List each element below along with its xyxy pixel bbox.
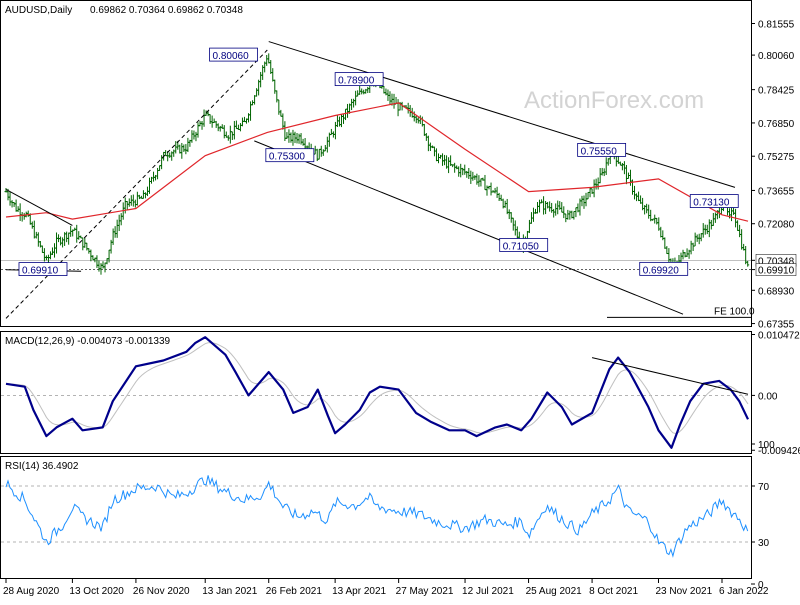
rsi-y-tick-label: 100 <box>758 440 775 451</box>
watermark: ActionForex.com <box>524 87 704 114</box>
price-tag-box <box>755 263 797 276</box>
price-annotation: 0.69920 <box>639 261 689 276</box>
rsi-y-tick-label: 30 <box>758 538 770 549</box>
x-tick-label: 6 Jan 2022 <box>719 586 769 597</box>
annotation-box <box>689 194 739 208</box>
trendline-early-down <box>5 189 73 226</box>
macd-signal-line <box>5 342 749 435</box>
rsi-y-tick-label: 0 <box>758 580 764 591</box>
x-tick-label: 13 Apr 2021 <box>332 586 386 597</box>
annotation-box <box>18 262 68 276</box>
rsi-y-tick-label: 70 <box>758 482 770 493</box>
price-panel <box>0 0 752 327</box>
x-tick-label: 23 Nov 2021 <box>655 586 712 597</box>
moving-average-line <box>5 102 749 222</box>
price-y-tick-label: 0.67355 <box>758 320 795 331</box>
x-tick-label: 13 Jan 2021 <box>202 586 257 597</box>
annotation-label: 0.75300 <box>269 152 306 163</box>
price-y-tick-label: 0.80060 <box>758 51 795 62</box>
annotation-box <box>577 142 627 157</box>
x-tick-label: 13 Oct 2020 <box>69 586 124 597</box>
x-tick-label: 28 Aug 2020 <box>3 586 60 597</box>
x-tick-label: 26 Feb 2021 <box>266 586 323 597</box>
annotation-box <box>639 261 689 276</box>
x-tick-label: 12 Jul 2021 <box>462 586 514 597</box>
macd-title: MACD(12,26,9) -0.004073 -0.001339 <box>5 336 171 347</box>
price-y-tick-label: 0.73655 <box>758 186 795 197</box>
ohlc-label: 0.69862 0.70364 0.69862 0.70348 <box>90 5 243 16</box>
rsi-line <box>5 475 749 558</box>
annotation-box <box>334 72 384 87</box>
price-y-tick-label: 0.76850 <box>758 119 795 130</box>
macd-line <box>5 336 749 449</box>
price-annotation: 0.69910 <box>18 262 68 277</box>
rsi-panel <box>0 456 752 579</box>
rsi-title: RSI(14) 36.4902 <box>5 461 79 472</box>
annotation-label: 0.71050 <box>503 241 540 252</box>
macd-y-tick-label: 0.010472 <box>758 330 800 341</box>
price-y-tick-label: 0.78425 <box>758 86 795 97</box>
price-annotation: 0.75550 <box>577 142 627 157</box>
price-y-tick-label: 0.75275 <box>758 152 795 163</box>
annotation-label: 0.80060 <box>213 51 250 62</box>
x-tick-label: 25 Aug 2021 <box>526 586 583 597</box>
channel-upper-line <box>268 41 736 188</box>
price-bar <box>746 260 750 267</box>
symbol-label: AUDUSD,Daily <box>5 5 72 16</box>
channel-lower-line <box>254 140 684 315</box>
annotation-box <box>265 148 315 163</box>
annotation-label: 0.75550 <box>581 146 618 157</box>
annotation-label: 0.69920 <box>643 265 680 276</box>
annotation-label: 0.69910 <box>22 266 59 277</box>
fe-label: FE 100.0 <box>714 306 755 317</box>
price-y-tick-label: 0.70348 <box>758 256 795 267</box>
price-y-tick-label: 0.81555 <box>758 20 795 31</box>
price-annotation: 0.78900 <box>334 72 384 87</box>
annotation-box <box>209 47 258 62</box>
price-annotation: 0.71050 <box>499 238 549 252</box>
annotation-box <box>499 238 549 252</box>
annotation-label: 0.73130 <box>693 198 730 209</box>
macd-y-tick-label: 0.00 <box>758 391 778 402</box>
x-tick-label: 26 Nov 2020 <box>133 586 190 597</box>
price-annotation: 0.73130 <box>689 194 739 209</box>
macd-trendline <box>591 357 749 395</box>
price-annotation: 0.80060 <box>209 47 258 62</box>
price-y-tick-label: 0.72080 <box>758 220 795 231</box>
macd-y-tick-label: -0.009426 <box>758 446 800 457</box>
annotation-label: 0.78900 <box>338 76 375 87</box>
price-y-tick-label: 0.68930 <box>758 286 795 297</box>
price-annotation: 0.75300 <box>265 148 315 163</box>
macd-panel <box>0 331 752 454</box>
x-tick-label: 8 Oct 2021 <box>589 586 638 597</box>
price-y-tick-label: 0.69910 <box>758 266 795 277</box>
x-tick-label: 27 May 2021 <box>396 586 454 597</box>
